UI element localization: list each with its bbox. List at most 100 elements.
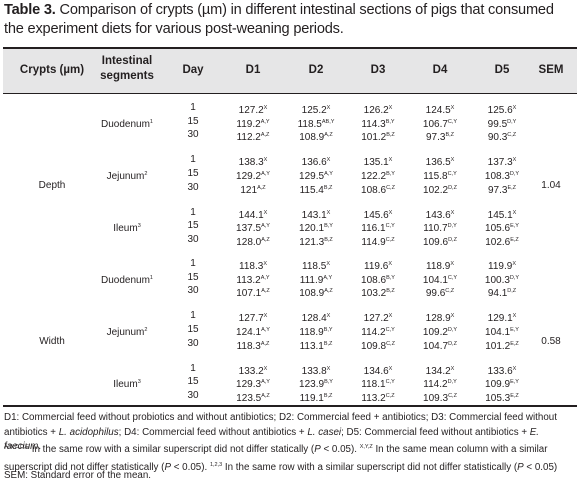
value-number: 136.5 bbox=[425, 157, 451, 169]
value-number: 144.1 bbox=[238, 209, 264, 221]
value-cell: 99.5D,Y bbox=[474, 116, 530, 131]
value-superscript: D,Y bbox=[447, 223, 457, 230]
top-rule bbox=[3, 47, 577, 49]
value-cell: 118.3X bbox=[225, 258, 281, 273]
value-superscript: B,Y bbox=[324, 223, 333, 230]
footnote-fragment: In the same mean column with a similar s… bbox=[4, 444, 548, 473]
value-cell: 97.3B,Z bbox=[412, 129, 468, 144]
value-cell: 114.2D,Y bbox=[412, 376, 468, 391]
header-crypts: Crypts (µm) bbox=[19, 64, 85, 76]
value-number: 90.3 bbox=[487, 132, 508, 144]
value-cell: 104.7D,Z bbox=[412, 338, 468, 353]
value-superscript: X bbox=[326, 157, 331, 164]
value-superscript: D,Z bbox=[448, 340, 457, 347]
value-number: 113.2 bbox=[361, 392, 386, 404]
value-superscript: X bbox=[388, 261, 392, 267]
value-superscript: A,Z bbox=[260, 132, 270, 139]
day-cell: 15 bbox=[187, 376, 199, 388]
day-cell: 30 bbox=[187, 129, 199, 141]
value-number: 138.3 bbox=[238, 157, 264, 169]
value-number: 113.2 bbox=[236, 274, 261, 286]
value-cell: 128.0A,Z bbox=[225, 234, 281, 249]
value-cell: 118.9B,Y bbox=[288, 324, 344, 339]
value-superscript: B,Y bbox=[324, 379, 333, 386]
header-segments-line1: Intestinal bbox=[101, 55, 153, 67]
segment-label: Jejunum2 bbox=[92, 168, 162, 183]
value-superscript: C,Y bbox=[385, 223, 395, 230]
value-superscript: X bbox=[512, 209, 517, 216]
value-superscript: X bbox=[388, 105, 393, 111]
value-cell: 118.1C,Y bbox=[350, 376, 406, 391]
value-superscript: C,Y bbox=[385, 379, 395, 386]
value-number: 109.3 bbox=[423, 392, 449, 404]
value-superscript: B,Z bbox=[386, 288, 395, 295]
measure-label: Depth bbox=[38, 180, 66, 192]
value-number: 119.9 bbox=[488, 261, 513, 272]
value-superscript: X bbox=[326, 313, 331, 320]
value-number: 109.6 bbox=[423, 236, 449, 248]
value-superscript: D,Z bbox=[448, 236, 457, 243]
value-cell: 104.1E,Y bbox=[474, 324, 530, 339]
value-number: 104.7 bbox=[423, 340, 449, 352]
value-superscript: A,Z bbox=[261, 392, 270, 399]
value-superscript: X bbox=[326, 365, 331, 372]
value-cell: 136.5X bbox=[412, 154, 468, 169]
value-superscript: A,Y bbox=[261, 326, 270, 333]
value-cell: 108.3D,Y bbox=[474, 168, 530, 183]
value-cell: 129.1X bbox=[474, 310, 530, 325]
value-superscript: X bbox=[450, 365, 455, 372]
value-cell: 105.3E,Z bbox=[474, 390, 530, 405]
value-superscript: X bbox=[512, 261, 516, 267]
footnote-fragment: X,Y,Z bbox=[359, 444, 373, 450]
value-number: 105.6 bbox=[485, 223, 511, 235]
value-number: 114.3 bbox=[361, 118, 386, 130]
value-cell: 122.2B,Y bbox=[350, 168, 406, 183]
value-superscript: X bbox=[326, 209, 331, 216]
value-cell: 145.6X bbox=[350, 207, 406, 222]
value-cell: 123.9B,Y bbox=[288, 376, 344, 391]
value-cell: 121A,Z bbox=[225, 182, 281, 197]
footnote-fragment: < 0.05) bbox=[523, 461, 558, 473]
value-superscript: X bbox=[263, 365, 268, 372]
value-superscript: B,Z bbox=[324, 236, 333, 243]
value-number: 133.2 bbox=[238, 365, 264, 377]
value-superscript: C,Z bbox=[386, 340, 395, 347]
value-superscript: A,Y bbox=[323, 274, 333, 281]
day-cell: 1 bbox=[190, 258, 196, 269]
value-number: 143.1 bbox=[301, 209, 327, 221]
footnote-fragment: . bbox=[38, 441, 42, 453]
value-number: 118.3 bbox=[236, 340, 261, 352]
value-superscript: A,Z bbox=[324, 288, 333, 295]
footnote-diets: D1: Commercial feed without probiotics a… bbox=[4, 411, 576, 455]
value-cell: 99.6C,Z bbox=[412, 285, 468, 300]
value-superscript: C,Z bbox=[445, 288, 455, 295]
value-cell: 119.2A,Y bbox=[225, 116, 281, 131]
value-number: 114.2 bbox=[423, 379, 448, 391]
value-superscript: E,Y bbox=[510, 223, 519, 230]
footnote-fragment: In the same row with a similar superscri… bbox=[29, 444, 315, 455]
value-cell: 108.6C,Z bbox=[350, 182, 406, 197]
value-superscript: X bbox=[263, 313, 268, 320]
day-cell: 30 bbox=[187, 181, 199, 193]
value-cell: 137.3X bbox=[474, 154, 530, 169]
value-cell: 113.2A,Y bbox=[225, 272, 281, 287]
value-number: 102.2 bbox=[423, 184, 449, 196]
segment-label: Duodenum1 bbox=[92, 116, 162, 131]
day-cell: 1 bbox=[190, 310, 196, 322]
table-label: Table 3. bbox=[4, 2, 56, 18]
value-number: 105.3 bbox=[485, 392, 511, 404]
value-cell: 115.4B,Z bbox=[288, 182, 344, 197]
value-cell: 127.7X bbox=[225, 310, 281, 325]
value-cell: 109.9E,Y bbox=[474, 376, 530, 391]
value-number: 127.7 bbox=[238, 313, 264, 325]
header-rule bbox=[3, 93, 577, 94]
table-title: Comparison of crypts (µm) in different i… bbox=[4, 2, 554, 37]
value-number: 145.6 bbox=[363, 209, 389, 221]
value-cell: 101.2E,Z bbox=[474, 338, 530, 353]
value-superscript: D,Y bbox=[447, 379, 457, 386]
value-superscript: C,Z bbox=[385, 236, 395, 243]
value-number: 125.2 bbox=[301, 105, 327, 116]
value-cell: 114.3B,Y bbox=[350, 116, 406, 131]
footnote-fragment: D1: Commercial feed without probiotics a… bbox=[4, 412, 557, 438]
footnote-fragment: In the same row with a similar superscri… bbox=[222, 461, 518, 473]
